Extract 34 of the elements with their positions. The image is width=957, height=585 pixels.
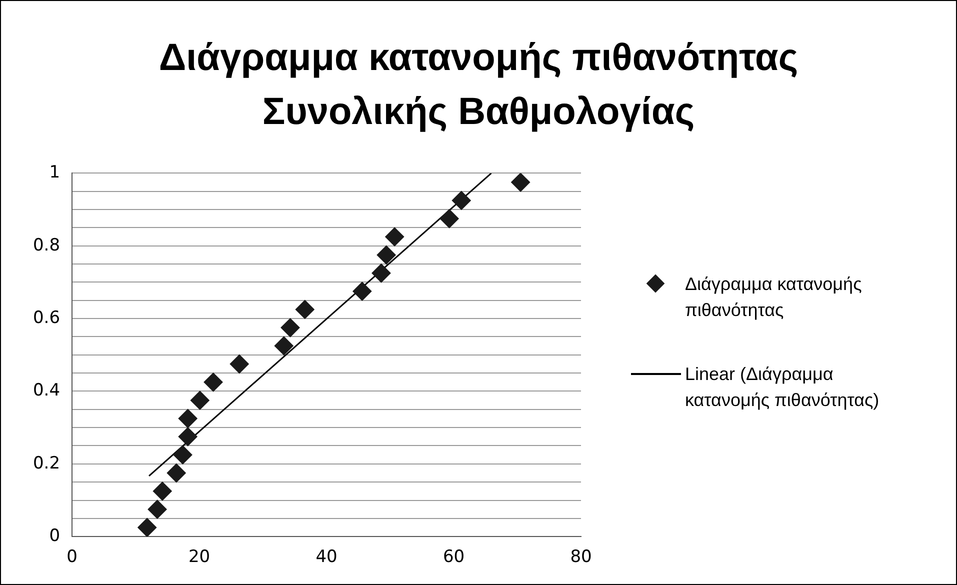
y-tick-label: 0.6 <box>32 308 60 328</box>
point <box>190 390 210 410</box>
x-tick-label: 20 <box>188 547 210 568</box>
y-tick-label: 0.4 <box>32 380 60 401</box>
point <box>230 354 249 374</box>
y-tick-label: 0.8 <box>32 235 60 256</box>
point <box>280 318 300 338</box>
point <box>148 500 167 519</box>
point <box>352 282 372 301</box>
x-tick-label: 0 <box>66 547 78 568</box>
point <box>376 245 396 264</box>
legend-label: Linear (Διάγραμμα κατανομής πιθανότητας) <box>685 363 880 412</box>
y-tick-label: 0 <box>49 526 60 546</box>
point <box>440 209 459 228</box>
point <box>274 336 294 356</box>
point <box>204 372 223 392</box>
point <box>452 190 471 210</box>
point <box>178 427 198 446</box>
point <box>166 464 186 483</box>
chart-title: Διάγραμμα κατανομής πιθανότητας Συνολικής Βαθμολογίας <box>158 36 800 135</box>
point <box>295 300 314 319</box>
x-tick-label: 60 <box>442 547 465 568</box>
x-tick-label: 40 <box>316 547 338 568</box>
point <box>511 173 530 192</box>
y-tick-label: 1 <box>49 162 60 183</box>
y-tick-label: 0.2 <box>32 453 60 474</box>
point <box>385 227 404 246</box>
point <box>173 445 192 464</box>
point <box>152 482 172 501</box>
x-tick-label: 80 <box>570 547 592 568</box>
point <box>372 264 391 283</box>
point <box>178 408 198 428</box>
point <box>138 518 157 537</box>
legend-label: Διάγραμμα κατανομής πιθανότητας <box>685 273 863 322</box>
